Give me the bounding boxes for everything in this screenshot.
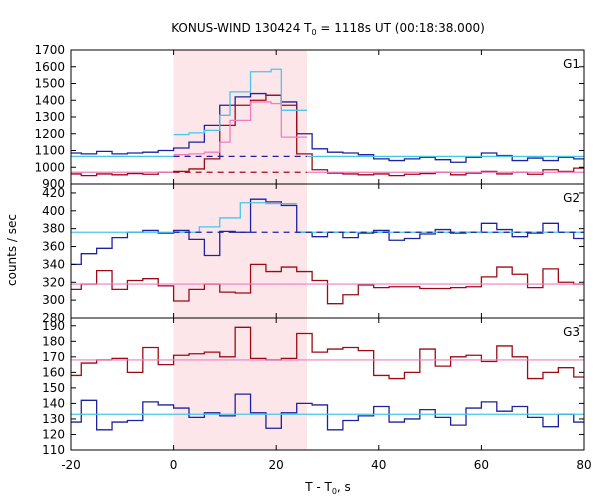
panel-frame xyxy=(70,317,585,451)
y-tick-label: 150 xyxy=(42,381,65,395)
y-tick-label: 1400 xyxy=(34,93,65,107)
chart-title: KONUS-WIND 130424 T0 = 1118s UT (00:18:3… xyxy=(171,21,485,37)
x-axis-label: T - T0, s xyxy=(304,480,351,496)
x-axis-ticks: -20 0 20 40 60 80 xyxy=(61,458,591,472)
panel-g2: 280 300 320 340 360 380 400 420 G2 xyxy=(42,183,585,325)
y-tick-label: 120 xyxy=(42,427,65,441)
pink-step-series xyxy=(173,101,307,156)
y-tick-label: 180 xyxy=(42,334,65,348)
dark-blue-step-series xyxy=(71,393,584,431)
x-tick-label: -20 xyxy=(61,458,81,472)
y-tick-label: 320 xyxy=(42,275,65,289)
dark-red-step-series xyxy=(71,326,584,380)
y-tick-label: 1300 xyxy=(34,110,65,124)
y-axis-label: counts / sec xyxy=(5,214,19,286)
x-tick-label: 80 xyxy=(576,458,591,472)
dark-blue-step-series xyxy=(71,92,584,163)
x-tick-label: 20 xyxy=(269,458,284,472)
y-tick-label: 280 xyxy=(42,311,65,325)
y-tick-label: 140 xyxy=(42,396,65,410)
highlight-interval xyxy=(173,318,307,450)
panel-g1: 900 1000 1100 1200 1300 1400 1500 1600 1700 G1 xyxy=(34,43,585,191)
x-tick-label: 60 xyxy=(474,458,489,472)
x-tick-label: 40 xyxy=(371,458,386,472)
y-tick-label: 110 xyxy=(42,443,65,457)
dark-red-step-series xyxy=(71,94,584,177)
light-blue-step-series xyxy=(173,202,297,233)
dark-blue-step-series xyxy=(71,198,584,266)
panel-label: G3 xyxy=(563,325,580,339)
y-tick-label: 170 xyxy=(42,350,65,364)
panel-label: G1 xyxy=(563,57,580,71)
y-tick-label: 1200 xyxy=(34,127,65,141)
y-tick-label: 300 xyxy=(42,293,65,307)
light-blue-step-series xyxy=(173,68,307,136)
y-tick-label: 400 xyxy=(42,204,65,218)
y-tick-label: 130 xyxy=(42,412,65,426)
y-tick-label: 420 xyxy=(42,186,65,200)
dark-red-step-series xyxy=(71,263,584,305)
y-tick-label: 340 xyxy=(42,257,65,271)
y-tick-label: 380 xyxy=(42,222,65,236)
x-tick-label: 0 xyxy=(170,458,178,472)
y-tick-label: 1600 xyxy=(34,60,65,74)
highlight-interval xyxy=(173,50,307,184)
y-tick-label: 1500 xyxy=(34,77,65,91)
y-tick-label: 160 xyxy=(42,365,65,379)
panel-label: G2 xyxy=(563,191,580,205)
y-tick-label: 1700 xyxy=(34,43,65,57)
y-tick-label: 190 xyxy=(42,319,65,333)
chart-panels: 900 1000 1100 1200 1300 1400 1500 1600 1700 G1 280… xyxy=(34,43,585,457)
y-tick-label: 1100 xyxy=(34,144,65,158)
y-tick-label: 1000 xyxy=(34,160,65,174)
y-tick-label: 360 xyxy=(42,240,65,254)
y-tick-label: 900 xyxy=(42,177,65,191)
panel-frame xyxy=(70,49,585,185)
